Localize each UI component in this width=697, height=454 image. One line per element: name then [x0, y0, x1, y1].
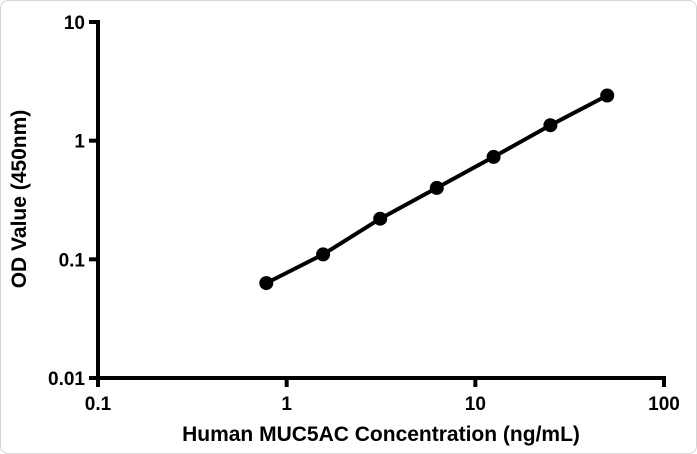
- x-axis-title: Human MUC5AC Concentration (ng/mL): [182, 423, 580, 446]
- y-axis-title: OD Value (450nm): [8, 110, 31, 289]
- x-tick-label: 100: [648, 394, 680, 415]
- y-tick-label: 0.1: [59, 250, 86, 271]
- data-point-marker: [429, 180, 444, 195]
- y-tick-label: 0.01: [48, 369, 85, 390]
- x-tick-label: 10: [465, 394, 486, 415]
- x-tick-label: 1: [281, 394, 292, 415]
- data-point-marker: [259, 276, 274, 291]
- y-tick-label: 10: [64, 13, 85, 34]
- data-point-marker: [600, 88, 615, 103]
- series-layer: [259, 88, 615, 291]
- y-tick-label: 1: [74, 132, 85, 153]
- data-point-marker: [486, 149, 501, 164]
- data-point-marker: [373, 211, 388, 226]
- x-tick-label: 0.1: [85, 394, 112, 415]
- data-point-marker: [543, 118, 558, 133]
- data-point-marker: [316, 247, 331, 262]
